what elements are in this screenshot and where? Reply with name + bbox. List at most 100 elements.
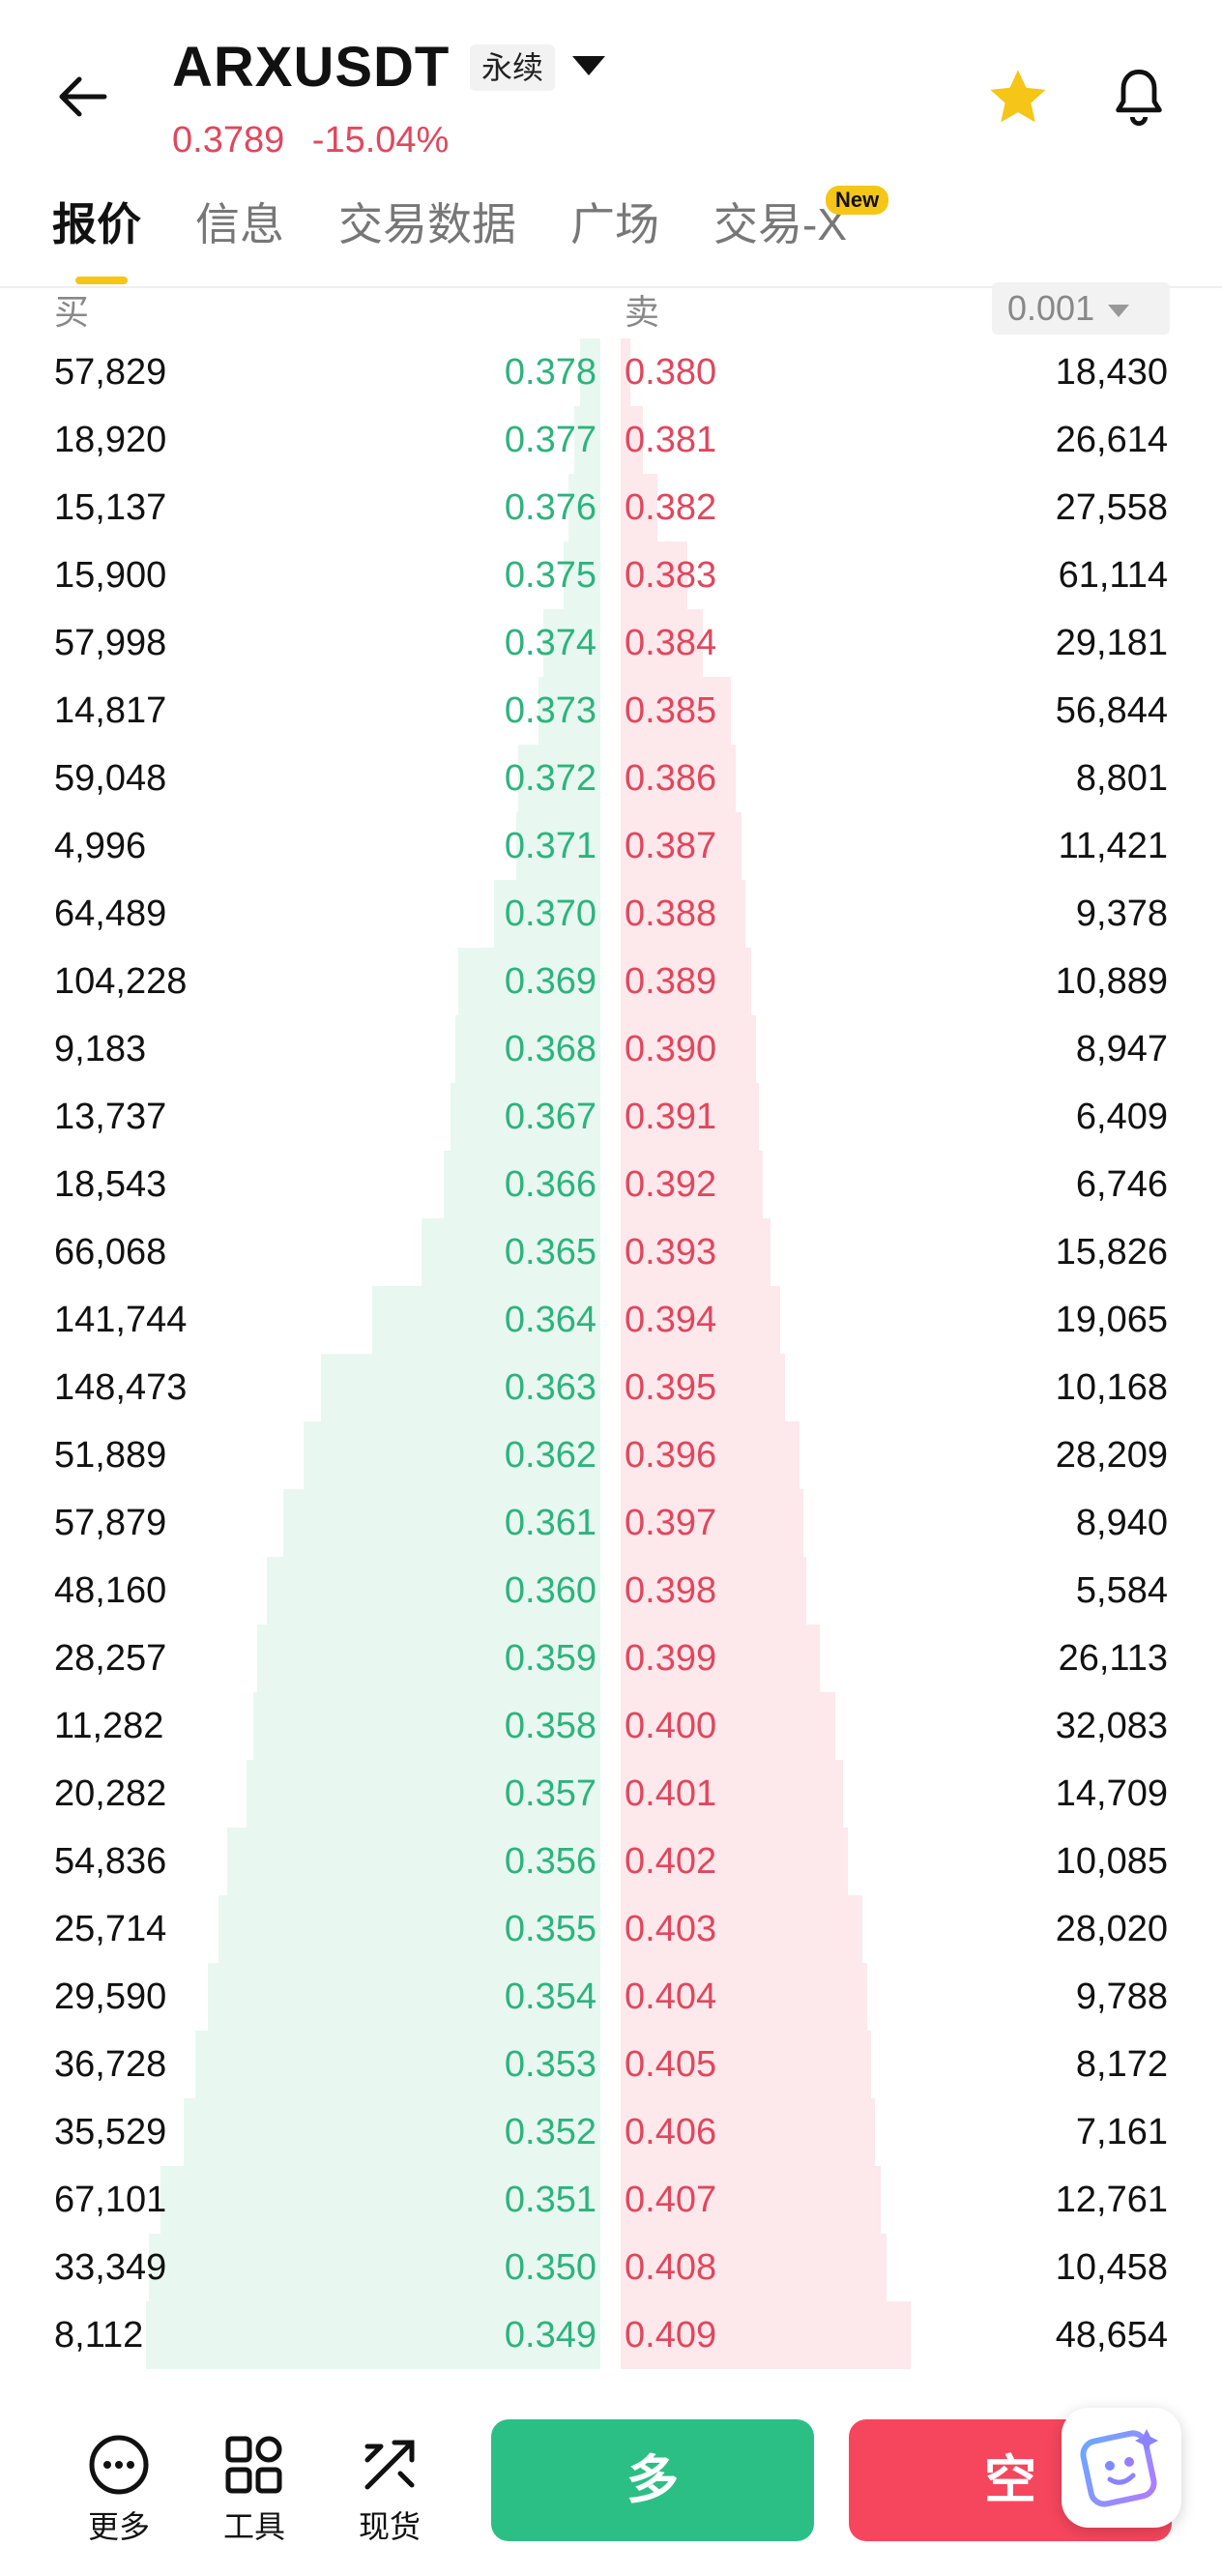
orderbook-row[interactable]: 20,282 0.357 0.401 14,709: [0, 1760, 1222, 1828]
ask-depth-bar: [621, 542, 688, 609]
tab-info[interactable]: 信息: [195, 199, 284, 249]
ask-price: 0.404: [625, 1976, 717, 2017]
more-label: 更多: [87, 2509, 150, 2544]
orderbook-row[interactable]: 59,048 0.372 0.386 8,801: [0, 745, 1222, 812]
bid-quantity: 29,590: [54, 1976, 167, 2017]
ai-assistant-button[interactable]: [1062, 2408, 1181, 2528]
ask-quantity: 14,709: [1055, 1773, 1168, 1814]
bid-quantity: 57,879: [54, 1503, 167, 1543]
bid-quantity: 148,473: [54, 1367, 188, 1408]
ask-price: 0.397: [625, 1503, 717, 1543]
favorite-star-icon[interactable]: [984, 64, 1052, 132]
orderbook-row[interactable]: 28,257 0.359 0.399 26,113: [0, 1625, 1222, 1692]
orderbook-row[interactable]: 25,714 0.355 0.403 28,020: [0, 1895, 1222, 1963]
ask-quantity: 8,947: [1075, 1029, 1168, 1069]
ask-depth-bar: [621, 1963, 867, 2031]
tab-quote[interactable]: 报价: [52, 190, 141, 284]
bid-price: 0.374: [504, 623, 596, 663]
orderbook-row[interactable]: 141,744 0.364 0.394 19,065: [0, 1286, 1222, 1354]
spot-button[interactable]: 现货: [336, 2433, 443, 2547]
ask-price: 0.388: [625, 893, 717, 934]
bid-quantity: 33,349: [54, 2247, 167, 2288]
bid-price: 0.366: [504, 1164, 596, 1205]
header: ARXUSDT 永续 0.3789 -15.04% 报价 信息 交易数据 广场 …: [0, 0, 1222, 290]
bid-price: 0.371: [504, 826, 596, 866]
orderbook-row[interactable]: 15,137 0.376 0.382 27,558: [0, 474, 1222, 542]
orderbook-row[interactable]: 57,829 0.378 0.380 18,430: [0, 338, 1222, 406]
orderbook-row[interactable]: 4,996 0.371 0.387 11,421: [0, 812, 1222, 880]
bid-quantity: 57,829: [54, 352, 167, 393]
ask-quantity: 12,761: [1055, 2180, 1168, 2220]
tab-trade-x[interactable]: 交易-X: [713, 199, 847, 249]
precision-selector[interactable]: 0.001: [992, 282, 1170, 335]
long-button[interactable]: 多: [491, 2419, 814, 2541]
orderbook-row[interactable]: 51,889 0.362 0.396 28,209: [0, 1421, 1222, 1489]
bid-quantity: 141,744: [54, 1300, 188, 1340]
bid-depth-bar: [283, 1489, 600, 1557]
bell-icon[interactable]: [1108, 64, 1170, 132]
orderbook-row[interactable]: 13,737 0.367 0.391 6,409: [0, 1083, 1222, 1151]
ask-depth-bar: [621, 1828, 849, 1895]
symbol-dropdown-icon[interactable]: [572, 56, 605, 75]
ask-price: 0.398: [625, 1570, 717, 1611]
precision-value: 0.001: [1007, 288, 1095, 328]
orderbook-row[interactable]: 48,160 0.360 0.398 5,584: [0, 1557, 1222, 1625]
orderbook-row[interactable]: 66,068 0.365 0.393 15,826: [0, 1218, 1222, 1286]
orderbook-row[interactable]: 18,543 0.366 0.392 6,746: [0, 1151, 1222, 1218]
orderbook-row[interactable]: 104,228 0.369 0.389 10,889: [0, 948, 1222, 1015]
tab-trading-data[interactable]: 交易数据: [338, 199, 516, 249]
tab-square[interactable]: 广场: [570, 199, 659, 249]
ask-depth-bar: [621, 1625, 820, 1692]
orderbook-row[interactable]: 67,101 0.351 0.407 12,761: [0, 2166, 1222, 2234]
ask-quantity: 26,113: [1058, 1638, 1168, 1679]
bid-depth-bar: [146, 2301, 600, 2369]
ask-quantity: 11,421: [1058, 826, 1168, 866]
orderbook-row[interactable]: 18,920 0.377 0.381 26,614: [0, 406, 1222, 474]
ai-assistant-icon: [1080, 2429, 1158, 2507]
bid-depth-bar: [321, 1354, 600, 1421]
orderbook-row[interactable]: 57,879 0.361 0.397 8,940: [0, 1489, 1222, 1557]
orderbook-row[interactable]: 15,900 0.375 0.383 61,114: [0, 542, 1222, 609]
bid-price: 0.367: [504, 1097, 596, 1137]
back-arrow-icon[interactable]: [54, 68, 112, 126]
ask-price: 0.384: [625, 623, 717, 663]
bid-price: 0.369: [504, 961, 596, 1002]
orderbook-row[interactable]: 35,529 0.352 0.406 7,161: [0, 2098, 1222, 2166]
orderbook-row[interactable]: 33,349 0.350 0.408 10,458: [0, 2234, 1222, 2301]
bid-quantity: 8,112: [54, 2315, 144, 2356]
bid-quantity: 104,228: [54, 961, 188, 1002]
bid-depth-bar: [256, 1625, 600, 1692]
ask-quantity: 27,558: [1055, 487, 1168, 528]
ask-price: 0.393: [625, 1232, 717, 1273]
tools-button[interactable]: 工具: [201, 2433, 307, 2547]
orderbook-row[interactable]: 14,817 0.373 0.385 56,844: [0, 677, 1222, 745]
orderbook-row[interactable]: 8,112 0.349 0.409 48,654: [0, 2301, 1222, 2369]
new-badge: New: [826, 186, 889, 215]
bid-quantity: 51,889: [54, 1435, 167, 1476]
bid-depth-bar: [573, 406, 600, 474]
orderbook-row[interactable]: 64,489 0.370 0.388 9,378: [0, 880, 1222, 948]
orderbook-row[interactable]: 9,183 0.368 0.390 8,947: [0, 1015, 1222, 1083]
bid-price: 0.378: [504, 352, 596, 393]
ask-depth-bar: [621, 1354, 785, 1421]
bid-depth-bar: [148, 2234, 600, 2301]
ask-price: 0.391: [625, 1097, 717, 1137]
orderbook-row[interactable]: 29,590 0.354 0.404 9,788: [0, 1963, 1222, 2031]
ask-depth-bar: [621, 1015, 756, 1083]
orderbook-row[interactable]: 54,836 0.356 0.402 10,085: [0, 1828, 1222, 1895]
symbol-title[interactable]: ARXUSDT: [172, 36, 451, 99]
orderbook-row[interactable]: 57,998 0.374 0.384 29,181: [0, 609, 1222, 677]
bid-depth-bar: [421, 1218, 600, 1286]
bid-price: 0.353: [504, 2044, 596, 2085]
orderbook-row[interactable]: 36,728 0.353 0.405 8,172: [0, 2031, 1222, 2098]
bid-price: 0.364: [504, 1300, 596, 1340]
ask-depth-bar: [621, 1083, 759, 1151]
bid-price: 0.373: [504, 690, 596, 731]
ask-depth-bar: [621, 2166, 882, 2234]
more-button[interactable]: 更多: [66, 2433, 172, 2547]
ask-quantity: 8,172: [1075, 2044, 1168, 2085]
orderbook-row[interactable]: 148,473 0.363 0.395 10,168: [0, 1354, 1222, 1421]
orderbook-row[interactable]: 11,282 0.358 0.400 32,083: [0, 1692, 1222, 1760]
ask-price: 0.387: [625, 826, 717, 866]
bid-column-label: 买: [54, 292, 90, 332]
